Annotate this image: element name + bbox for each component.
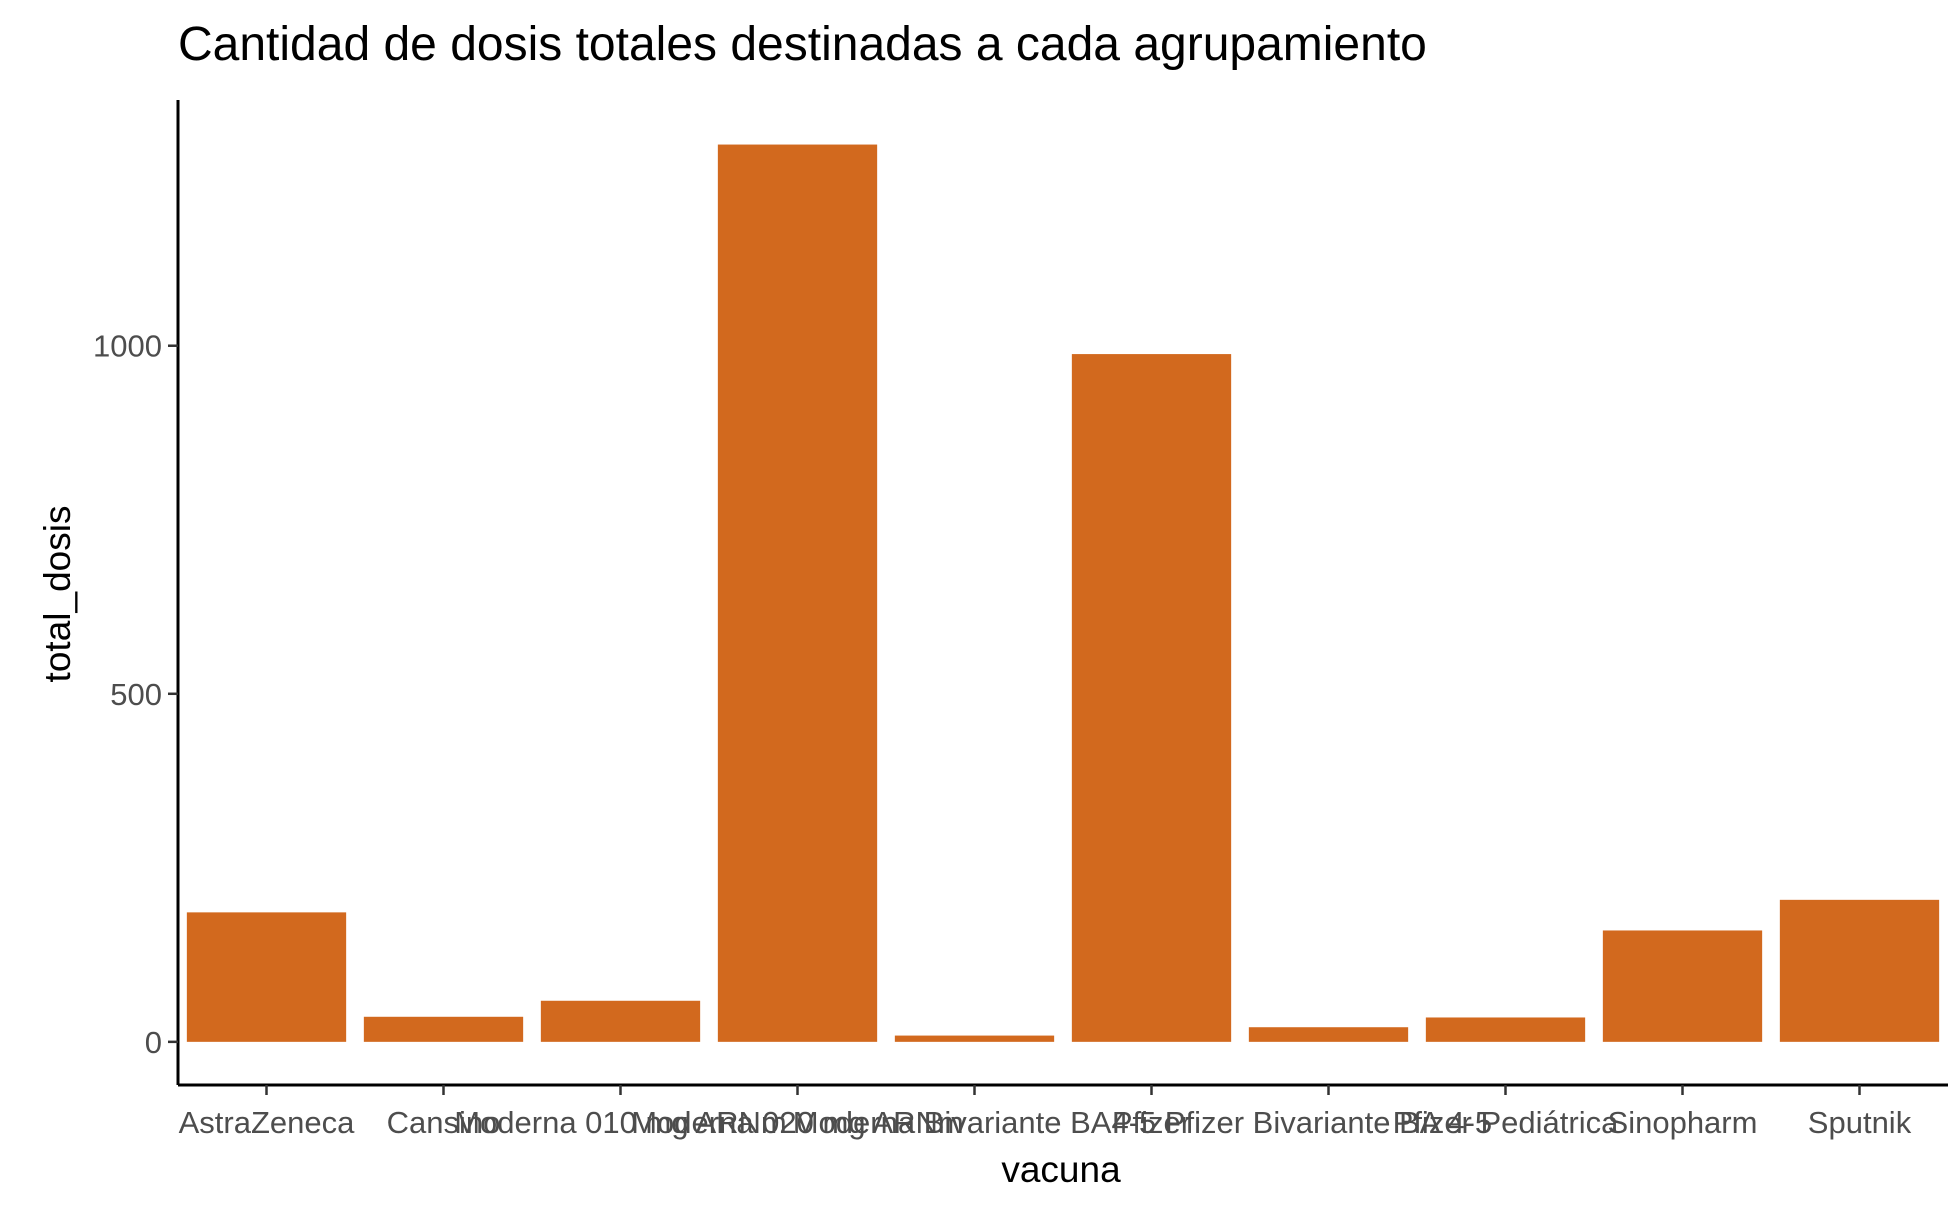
bar-3 (540, 1000, 701, 1042)
bar-10 (1779, 899, 1940, 1042)
y-tick-label-2: 500 (110, 677, 162, 712)
y-tick-label-3: 1000 (93, 329, 162, 364)
x-tick-label-5: Moderna Bivariante BA4-5 (793, 1105, 1157, 1140)
chart-title: Cantidad de dosis totales destinadas a c… (178, 18, 1427, 71)
y-tick-label-1: 0 (145, 1025, 162, 1060)
bar-8 (1425, 1017, 1586, 1042)
y-axis-label: total_dosis (37, 506, 78, 683)
x-tick-label-1: AstraZeneca (179, 1105, 356, 1140)
bar-9 (1602, 930, 1763, 1042)
x-tick-label-4: Moderna 020 mg ARNm (631, 1105, 964, 1140)
x-tick-label-3: Moderna 010 mg ARNm (454, 1105, 787, 1140)
x-tick-label-6: Pfizer (1112, 1105, 1191, 1140)
x-tick-label-9: Sinopharm (1608, 1105, 1758, 1140)
bar-2 (363, 1016, 524, 1042)
bars (186, 144, 1940, 1042)
bar-1 (186, 912, 347, 1042)
x-tick-label-8: Pfizer Pediátrica (1393, 1105, 1619, 1140)
bar-5 (894, 1035, 1055, 1042)
x-tick-label-10: Sputnik (1808, 1105, 1912, 1140)
x-tick-label-7: Pfizer Bivariante BA 4-5 (1165, 1105, 1492, 1140)
bar-4 (717, 144, 878, 1042)
x-tick-label-2: Cansino (387, 1105, 501, 1140)
bar-7 (1248, 1027, 1409, 1042)
bar-6 (1071, 354, 1232, 1042)
x-axis-label: vacuna (1001, 1149, 1121, 1190)
